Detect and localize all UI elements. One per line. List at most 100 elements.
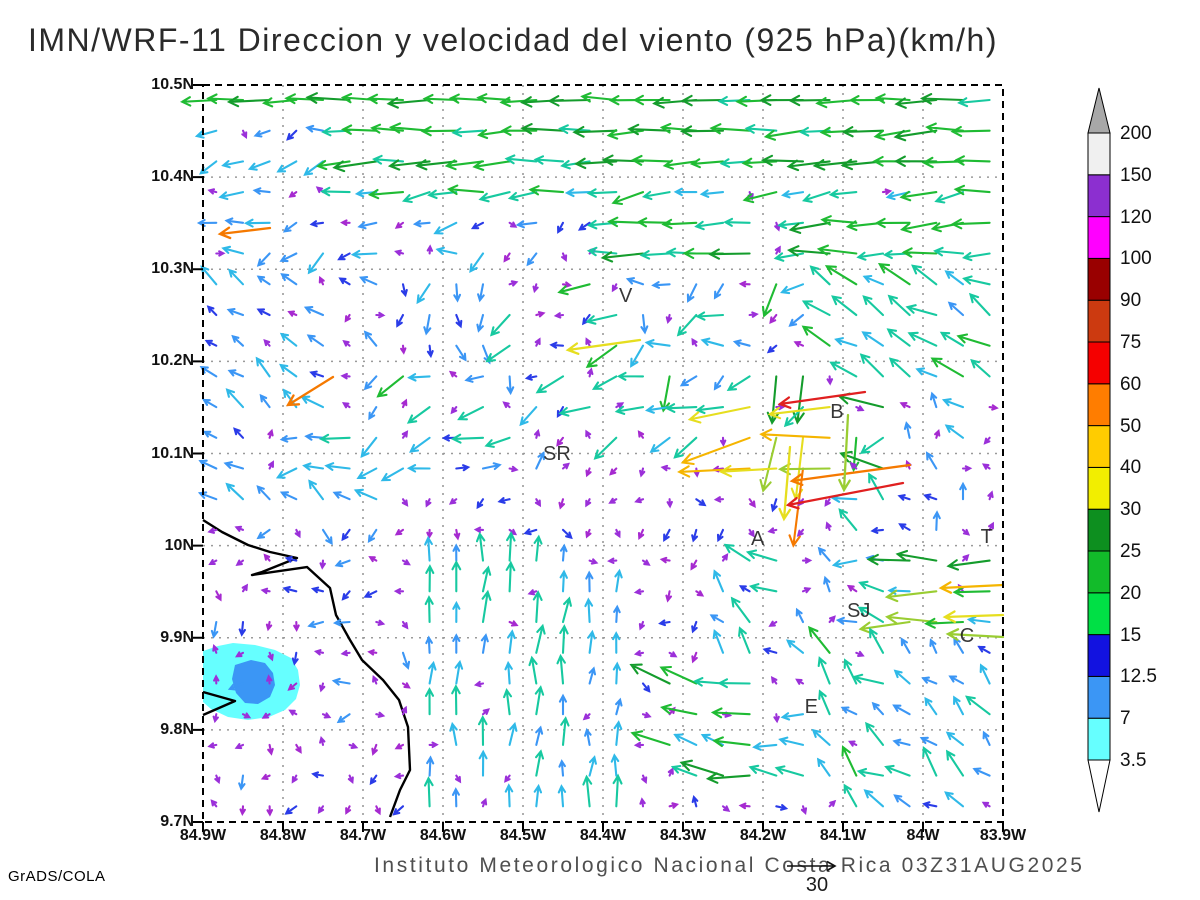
- wind-arrow: [553, 312, 565, 319]
- wind-arrow: [849, 461, 858, 470]
- wind-arrow: [652, 96, 698, 109]
- wind-arrow: [965, 695, 991, 716]
- wind-arrow: [668, 651, 678, 658]
- wind-arrow: [938, 581, 1005, 594]
- wind-arrow: [450, 433, 485, 444]
- wind-arrow: [435, 246, 458, 255]
- wind-arrow: [412, 219, 431, 228]
- wind-arrow: [970, 359, 991, 378]
- station-label-c: C: [959, 624, 975, 647]
- wind-arrow: [944, 791, 965, 808]
- wind-arrow: [840, 706, 858, 716]
- wind-arrow: [953, 155, 991, 166]
- station-label-v: V: [619, 284, 633, 307]
- wind-arrow: [275, 467, 298, 479]
- wind-arrow: [256, 252, 271, 267]
- wind-arrow: [396, 313, 405, 328]
- wind-arrow: [478, 749, 488, 777]
- wind-arrow: [770, 498, 778, 513]
- wind-arrow: [614, 528, 621, 539]
- wind-arrow: [565, 338, 642, 355]
- wind-arrow: [630, 344, 645, 368]
- wind-arrow: [668, 802, 680, 809]
- vector-field-canvas: [179, 84, 1005, 832]
- wind-arrow: [659, 556, 671, 564]
- wind-arrow: [253, 129, 271, 138]
- wind-arrow: [777, 220, 805, 230]
- wind-arrow: [214, 774, 221, 785]
- wind-arrow: [848, 95, 885, 106]
- wind-arrow: [324, 462, 351, 471]
- wind-arrow: [256, 528, 271, 540]
- wind-arrow: [862, 295, 885, 317]
- wind-arrow: [705, 772, 751, 784]
- wind-arrow: [309, 220, 325, 228]
- wind-arrow: [780, 712, 805, 721]
- wind-arrow: [613, 720, 623, 746]
- wind-arrow: [866, 553, 911, 566]
- wind-arrow: [477, 714, 488, 746]
- wind-arrow: [207, 742, 218, 749]
- wind-arrow: [207, 188, 218, 195]
- colorbar-tick-label: 100: [1120, 248, 1152, 270]
- wind-arrow: [318, 433, 351, 444]
- wind-arrow: [593, 436, 618, 460]
- wind-arrow: [279, 363, 298, 378]
- wind-arrow: [664, 403, 698, 413]
- colorbar-tick-label: 7: [1120, 708, 1131, 730]
- wind-arrow: [280, 273, 298, 286]
- wind-arrow: [707, 248, 751, 260]
- wind-arrow: [341, 528, 351, 542]
- wind-arrow: [700, 337, 725, 347]
- wind-arrow: [600, 251, 645, 263]
- wind-arrow: [744, 124, 778, 134]
- wind-arrow: [922, 745, 938, 777]
- wind-arrow: [730, 596, 751, 624]
- wind-arrow: [861, 331, 885, 347]
- wind-arrow: [911, 264, 938, 286]
- wind-arrow: [194, 129, 218, 139]
- wind-arrow: [451, 684, 461, 716]
- wind-arrow: [559, 624, 569, 654]
- wind-arrow: [586, 188, 618, 198]
- wind-arrow: [320, 186, 351, 197]
- wind-arrow: [627, 123, 671, 136]
- wind-arrow: [892, 738, 911, 747]
- wind-arrow: [934, 429, 941, 439]
- wind-arrow: [286, 129, 298, 141]
- colorbar-tick-label: 120: [1120, 206, 1152, 228]
- wind-arrow: [691, 620, 698, 634]
- wind-arrow: [900, 637, 911, 654]
- wind-arrow: [679, 375, 698, 387]
- wind-arrow: [738, 585, 751, 593]
- wind-arrow: [572, 125, 618, 138]
- wind-arrow: [238, 774, 246, 791]
- wind-arrow: [638, 620, 645, 631]
- y-tick-label: 9.7N: [160, 813, 194, 830]
- wind-arrow: [234, 743, 245, 750]
- wind-arrow: [284, 555, 298, 563]
- wind-arrow: [942, 610, 1005, 624]
- wind-arrow: [834, 337, 858, 347]
- wind-arrow: [401, 682, 411, 689]
- wind-arrow: [811, 728, 831, 746]
- wind-arrow: [338, 277, 351, 286]
- wind-arrow: [748, 528, 755, 538]
- wind-arrow: [561, 462, 570, 470]
- wind-arrow: [532, 283, 539, 294]
- wind-arrow: [723, 543, 751, 562]
- wind-arrow: [368, 406, 378, 421]
- colorbar-segment: [1087, 257, 1111, 301]
- wind-arrow: [945, 731, 965, 746]
- wind-arrow: [585, 528, 592, 539]
- wind-arrow: [582, 713, 591, 721]
- wind-arrow: [502, 401, 511, 409]
- wind-arrow: [485, 344, 511, 363]
- wind-arrow: [825, 521, 832, 531]
- wind-arrow: [607, 557, 618, 564]
- wind-arrow: [667, 767, 674, 777]
- wind-arrow: [534, 337, 541, 347]
- wind-arrow: [394, 743, 405, 750]
- wind-arrow: [801, 191, 831, 203]
- wind-arrow: [856, 767, 885, 777]
